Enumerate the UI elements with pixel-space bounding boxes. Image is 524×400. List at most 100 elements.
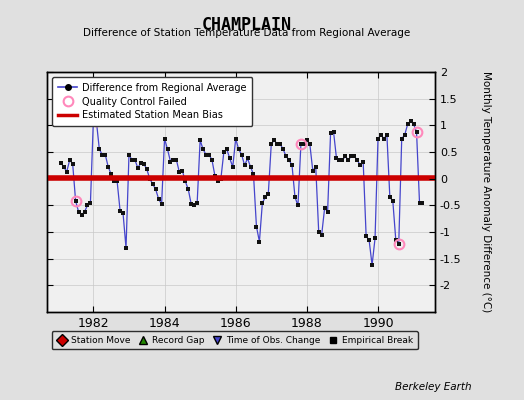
Point [205, 152, 213, 158]
Point [110, 178, 118, 184]
Point [71, 198, 80, 204]
Point [403, 121, 412, 128]
Point [163, 146, 172, 152]
Point [116, 208, 124, 214]
Point [318, 232, 326, 238]
Point [80, 208, 89, 215]
Point [241, 162, 249, 168]
Point [359, 158, 367, 165]
Point [139, 160, 148, 167]
Point [125, 152, 133, 158]
Point [398, 136, 406, 142]
Point [166, 158, 174, 165]
Point [181, 178, 190, 184]
Point [285, 157, 293, 163]
Point [134, 165, 142, 171]
Point [62, 168, 71, 175]
Legend: Station Move, Record Gap, Time of Obs. Change, Empirical Break: Station Move, Record Gap, Time of Obs. C… [52, 332, 418, 350]
Point [279, 146, 287, 152]
Point [416, 200, 424, 206]
Point [249, 171, 258, 178]
Point [330, 128, 338, 135]
Point [282, 153, 290, 160]
Point [137, 160, 145, 166]
Point [122, 245, 130, 251]
Point [151, 186, 160, 192]
Point [309, 168, 317, 174]
Point [267, 141, 276, 147]
Point [291, 194, 299, 200]
Point [368, 262, 376, 268]
Point [217, 176, 225, 182]
Point [321, 205, 329, 211]
Point [113, 178, 122, 184]
Legend: Difference from Regional Average, Quality Control Failed, Estimated Station Mean: Difference from Regional Average, Qualit… [52, 77, 253, 126]
Point [57, 160, 65, 166]
Point [303, 137, 311, 144]
Point [243, 155, 252, 162]
Point [341, 153, 350, 160]
Point [350, 153, 358, 160]
Point [172, 157, 181, 163]
Point [264, 190, 272, 197]
Point [326, 130, 335, 136]
Point [234, 146, 243, 152]
Point [409, 121, 418, 128]
Point [297, 141, 305, 147]
Point [362, 233, 370, 240]
Point [175, 169, 183, 176]
Point [314, 229, 323, 235]
Point [101, 152, 110, 158]
Point [155, 196, 163, 202]
Point [208, 157, 216, 163]
Point [252, 224, 260, 230]
Point [193, 200, 201, 206]
Text: Berkeley Earth: Berkeley Earth [395, 382, 472, 392]
Point [178, 168, 187, 174]
Point [383, 132, 391, 138]
Point [128, 157, 136, 163]
Point [294, 202, 302, 208]
Point [89, 116, 97, 122]
Point [202, 152, 210, 158]
Point [95, 146, 104, 152]
Point [338, 157, 346, 163]
Point [312, 164, 320, 170]
Point [380, 136, 388, 142]
Point [83, 202, 92, 208]
Point [418, 200, 427, 206]
Point [74, 208, 83, 215]
Point [104, 164, 113, 170]
Point [288, 162, 296, 168]
Point [98, 152, 106, 158]
Point [196, 137, 204, 144]
Point [356, 162, 364, 168]
Point [344, 157, 353, 163]
Point [86, 200, 95, 206]
Point [187, 201, 195, 208]
Text: Difference of Station Temperature Data from Regional Average: Difference of Station Temperature Data f… [83, 28, 410, 38]
Point [214, 178, 222, 184]
Point [261, 194, 269, 200]
Point [169, 157, 178, 163]
Point [365, 237, 373, 243]
Point [276, 141, 285, 147]
Point [107, 171, 115, 178]
Point [223, 146, 231, 152]
Point [146, 176, 154, 182]
Point [246, 164, 255, 170]
Point [374, 136, 382, 142]
Point [305, 141, 314, 147]
Point [66, 157, 74, 163]
Point [400, 132, 409, 138]
Text: CHAMPLAIN: CHAMPLAIN [201, 16, 291, 34]
Point [371, 235, 379, 242]
Point [157, 201, 166, 208]
Point [323, 208, 332, 215]
Point [353, 157, 362, 163]
Point [199, 146, 208, 152]
Point [148, 181, 157, 187]
Point [92, 118, 101, 124]
Point [160, 136, 169, 142]
Point [184, 186, 192, 192]
